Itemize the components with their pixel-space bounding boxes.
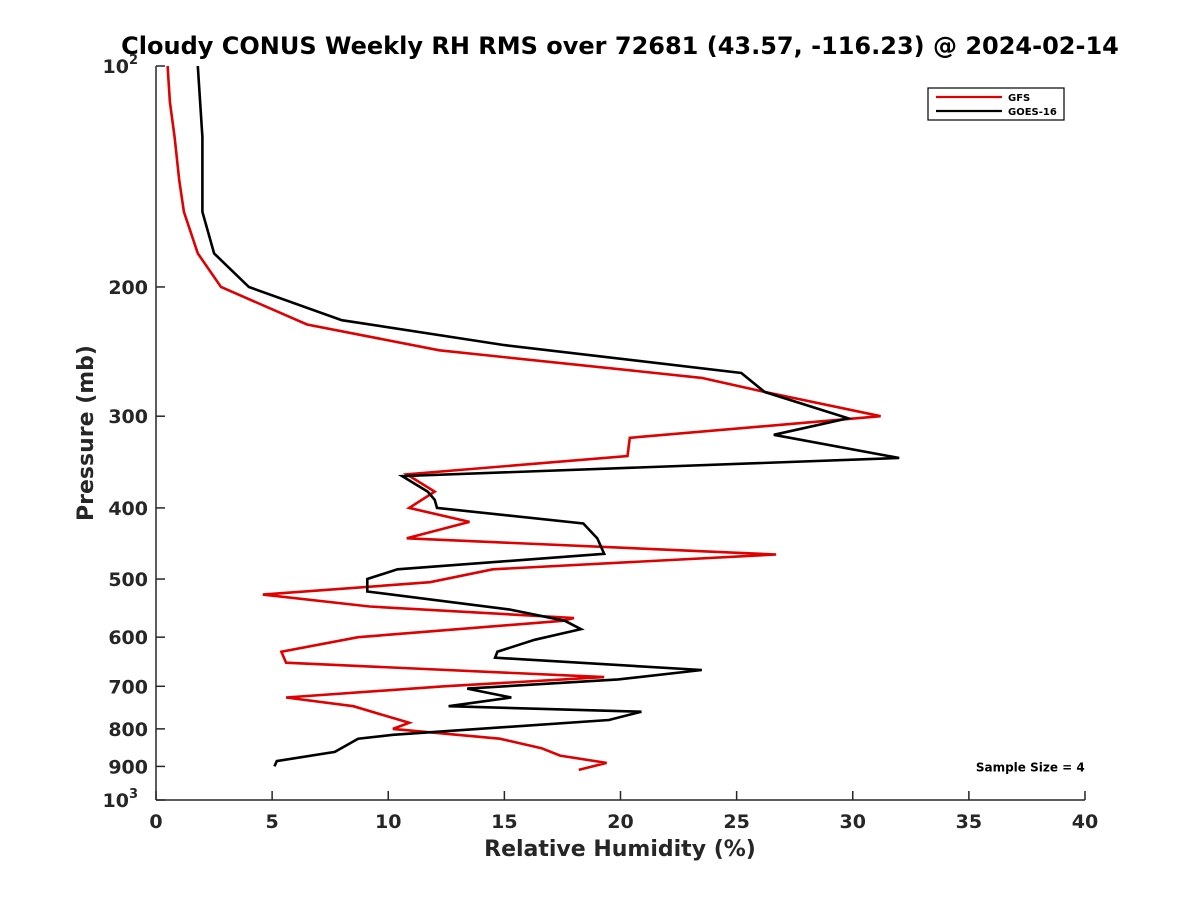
y-tick-label: 300 xyxy=(108,406,148,428)
y-tick-label: 400 xyxy=(108,498,148,520)
chart-title: Cloudy CONUS Weekly RH RMS over 72681 (4… xyxy=(121,32,1119,60)
series-line-goes-16 xyxy=(196,65,900,767)
y-tick-label: 102 xyxy=(103,53,139,78)
sample-size-annotation: Sample Size = 4 xyxy=(976,760,1085,774)
y-tick-label: 500 xyxy=(108,569,148,591)
x-tick-label: 35 xyxy=(956,811,982,833)
x-axis-ticks: 0 5 10 15 20 25 30 35 40 xyxy=(149,791,1098,833)
x-axis-label: Relative Humidity (%) xyxy=(484,837,756,862)
x-tick-label: 15 xyxy=(491,811,517,833)
y-axis-ticks: 102 200 300 400 500 600 700 800 900 103 xyxy=(103,53,165,812)
annotations: Sample Size = 4 xyxy=(976,760,1085,774)
x-tick-label: 30 xyxy=(840,811,866,833)
series-line-gfs xyxy=(166,65,881,772)
x-tick-label: 40 xyxy=(1072,811,1098,833)
x-tick-label: 20 xyxy=(607,811,633,833)
y-tick-label: 200 xyxy=(108,277,148,299)
y-axis-label: Pressure (mb) xyxy=(74,345,99,521)
x-tick-label: 5 xyxy=(266,811,279,833)
x-tick-label: 25 xyxy=(723,811,749,833)
y-tick-label: 900 xyxy=(108,756,148,778)
legend-entry: GOES-16 xyxy=(1008,107,1057,118)
legend-entry: GFS xyxy=(1008,93,1030,104)
y-tick-label: 600 xyxy=(108,627,148,649)
legend: GFS GOES-16 xyxy=(927,87,1065,121)
series-lines xyxy=(166,65,900,772)
y-tick-label: 103 xyxy=(103,787,139,812)
x-tick-label: 0 xyxy=(149,811,162,833)
legend-box xyxy=(927,87,1065,121)
y-tick-label: 700 xyxy=(108,676,148,698)
x-tick-label: 10 xyxy=(375,811,401,833)
y-tick-label: 800 xyxy=(108,719,148,741)
